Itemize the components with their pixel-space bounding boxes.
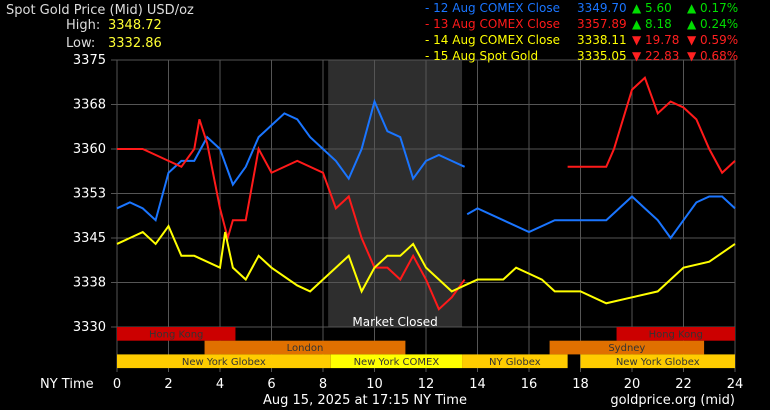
legend-price: 3357.89 <box>577 17 627 31</box>
series-line <box>117 119 466 311</box>
y-tick-label: 3368 <box>73 98 106 113</box>
x-tick-label: 12 <box>418 377 435 392</box>
series-line <box>466 195 736 240</box>
legend-entry: - 13 Aug COMEX Close <box>425 17 560 31</box>
market-closed-label: Market Closed <box>352 315 437 329</box>
high-value: 3348.72 <box>108 18 162 33</box>
session-bar <box>204 340 406 355</box>
legend-percent: ▲ 0.24% <box>687 17 738 31</box>
session-bar <box>117 354 331 369</box>
x-tick-label: 14 <box>469 377 486 392</box>
legend-percent: ▲ 0.17% <box>687 1 738 15</box>
high-label: High: <box>66 18 100 33</box>
y-tick-label: 3375 <box>73 53 106 68</box>
legend-price: 3349.70 <box>577 1 627 15</box>
legend-change: ▲ 5.60 <box>632 1 672 15</box>
session-label: London <box>287 343 324 354</box>
series-line <box>116 224 736 305</box>
low-label: Low: <box>66 36 95 51</box>
legend-percent: ▼ 0.59% <box>687 33 738 47</box>
x-tick-label: 10 <box>366 377 383 392</box>
x-tick-label: 4 <box>216 377 224 392</box>
series-line <box>116 98 466 223</box>
session-bar <box>580 354 735 369</box>
legend-price: 3338.11 <box>577 33 627 47</box>
session-bar <box>549 340 705 355</box>
x-tick-label: 2 <box>164 377 172 392</box>
timestamp: Aug 15, 2025 at 17:15 NY Time <box>263 393 467 408</box>
session-label: Sydney <box>608 343 645 354</box>
x-tick-label: 8 <box>319 377 327 392</box>
x-tick-label: 6 <box>267 377 275 392</box>
legend-change: ▼ 22.83 <box>632 49 679 63</box>
session-label: NY Globex <box>489 357 541 368</box>
legend-entry: - 15 Aug Spot Gold <box>425 49 538 63</box>
x-tick-label: 16 <box>521 377 538 392</box>
series-line <box>567 76 736 175</box>
legend-entry: - 14 Aug COMEX Close <box>425 33 560 47</box>
y-tick-label: 3345 <box>73 231 106 246</box>
session-bar <box>117 327 236 341</box>
y-tick-label: 3330 <box>73 320 106 335</box>
session-label: Hong Kong <box>149 330 203 341</box>
x-tick-label: 22 <box>675 377 692 392</box>
source: goldprice.org (mid) <box>610 393 735 408</box>
legend-entry: - 12 Aug COMEX Close <box>425 1 560 15</box>
x-axis-label: NY Time <box>40 377 94 392</box>
x-tick-label: 18 <box>572 377 589 392</box>
legend-change: ▲ 8.18 <box>632 17 672 31</box>
legend-price: 3335.05 <box>577 49 627 63</box>
low-value: 3332.86 <box>108 36 162 51</box>
session-label: New York Globex <box>616 357 700 368</box>
legend-change: ▼ 19.78 <box>632 33 679 47</box>
y-tick-label: 3338 <box>73 276 106 291</box>
legend-percent: ▼ 0.68% <box>687 49 738 63</box>
x-tick-label: 20 <box>624 377 641 392</box>
x-tick-label: 24 <box>727 377 744 392</box>
y-tick-label: 3360 <box>73 142 106 157</box>
session-bar <box>330 354 463 369</box>
session-label: Hong Kong <box>649 330 703 341</box>
session-bar <box>616 327 735 341</box>
chart-title: Spot Gold Price (Mid) USD/oz <box>6 3 194 18</box>
session-bar <box>462 354 568 369</box>
session-label: New York COMEX <box>354 357 440 368</box>
x-tick-label: 0 <box>113 377 121 392</box>
y-tick-label: 3353 <box>73 187 106 202</box>
session-label: New York Globex <box>182 357 266 368</box>
